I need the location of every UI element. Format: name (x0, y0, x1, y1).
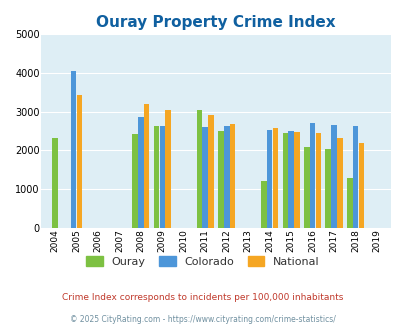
Bar (272, 128, 277, 228)
Bar (143, 104, 149, 228)
Bar (352, 126, 358, 228)
Bar (217, 131, 223, 228)
Bar (196, 110, 202, 228)
Bar (76, 94, 82, 228)
Bar (138, 116, 143, 228)
Text: © 2025 CityRating.com - https://www.cityrating.com/crime-statistics/: © 2025 CityRating.com - https://www.city… (70, 315, 335, 324)
Bar (132, 134, 138, 228)
Bar (153, 125, 159, 228)
Bar (260, 181, 266, 228)
Bar (330, 125, 336, 228)
Bar (229, 124, 235, 228)
Bar (159, 125, 165, 228)
Bar (315, 133, 320, 228)
Legend: Ouray, Colorado, National: Ouray, Colorado, National (81, 252, 324, 272)
Bar (346, 178, 352, 228)
Bar (309, 123, 315, 228)
Text: Crime Index corresponds to incidents per 100,000 inhabitants: Crime Index corresponds to incidents per… (62, 293, 343, 302)
Bar (70, 71, 76, 228)
Bar (52, 138, 58, 228)
Bar (336, 138, 342, 228)
Bar (165, 110, 171, 228)
Bar (224, 126, 229, 228)
Bar (266, 130, 272, 228)
Bar (358, 144, 363, 228)
Bar (303, 147, 309, 228)
Bar (293, 132, 299, 228)
Bar (325, 149, 330, 228)
Title: Ouray Property Crime Index: Ouray Property Crime Index (96, 15, 335, 30)
Bar (288, 131, 293, 228)
Bar (208, 115, 213, 228)
Bar (282, 133, 288, 228)
Bar (202, 127, 208, 228)
